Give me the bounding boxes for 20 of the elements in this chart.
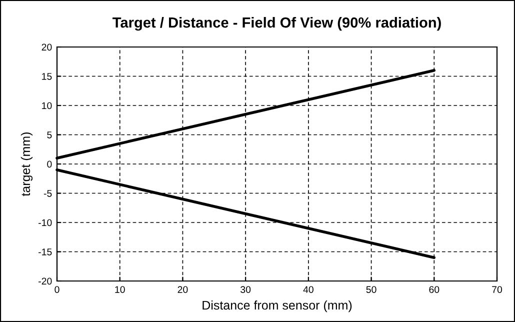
y-tick-label: -5	[44, 190, 52, 197]
y-tick-label: 10	[42, 102, 52, 110]
x-tick-label: 60	[429, 286, 440, 293]
y-tick-label: -20	[38, 278, 52, 285]
y-tick-label: -10	[38, 219, 52, 226]
x-tick-label: 70	[492, 286, 502, 293]
y-tick-label: 15	[42, 73, 52, 80]
x-tick-label: 40	[303, 286, 314, 293]
y-tick-label: 0	[47, 160, 52, 168]
x-tick-label: 0	[54, 286, 60, 293]
y-tick-label: 20	[42, 44, 52, 51]
x-tick-label: 30	[240, 286, 251, 293]
chart-title: Target / Distance - Field Of View (90% radiation)	[112, 16, 441, 31]
x-tick-label: 20	[178, 286, 188, 293]
x-tick-label: 50	[366, 286, 376, 293]
y-tick-label: -15	[38, 248, 52, 256]
x-tick-label: 10	[115, 286, 125, 293]
y-axis-title: target (mm)	[20, 132, 33, 196]
x-axis-title: Distance from sensor (mm)	[202, 300, 352, 312]
y-tick-label: 5	[47, 132, 52, 138]
